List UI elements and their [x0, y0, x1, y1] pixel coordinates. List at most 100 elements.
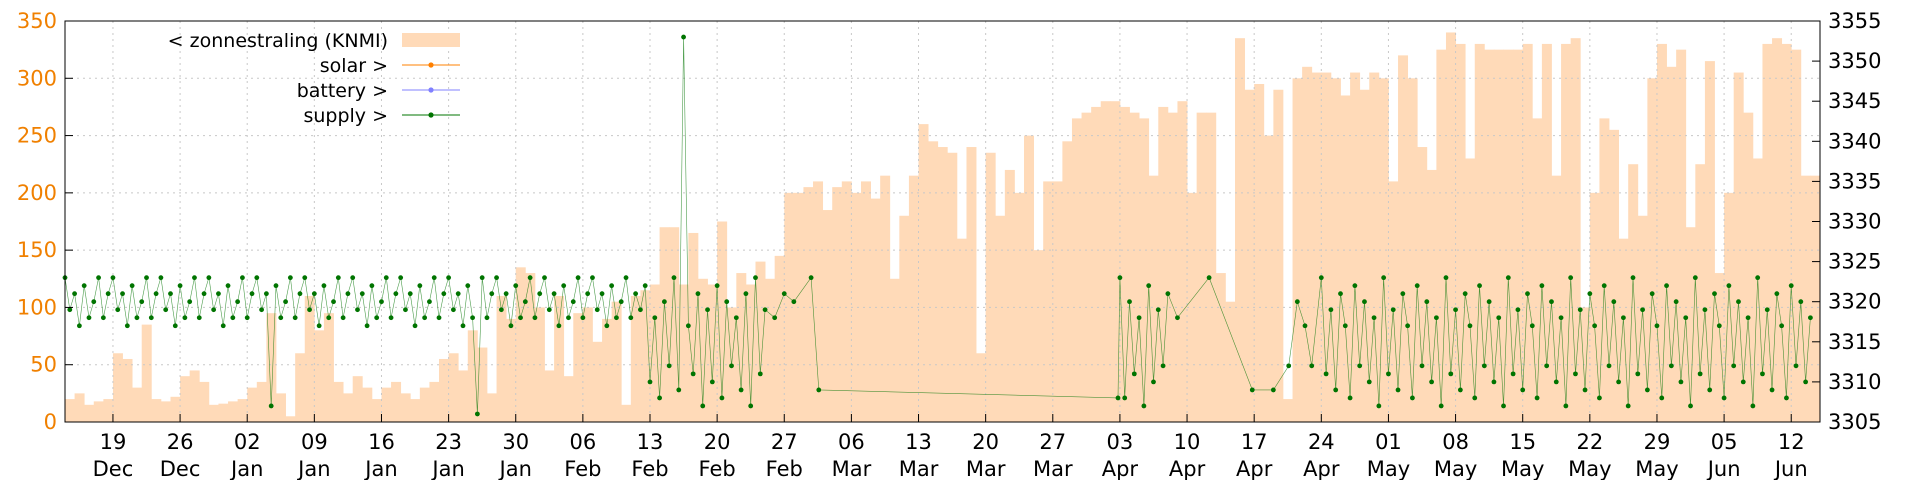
- area-step: [832, 187, 843, 422]
- area-step: [697, 278, 708, 422]
- area-step: [419, 387, 430, 422]
- area-step: [247, 387, 258, 422]
- area-step: [391, 381, 402, 422]
- data-point: [129, 283, 135, 289]
- area-step: [132, 387, 143, 422]
- data-point: [407, 291, 413, 297]
- area-step: [784, 192, 795, 422]
- data-point: [321, 283, 327, 289]
- y-tick-label: 100: [17, 295, 57, 319]
- area-step: [1273, 89, 1284, 422]
- area-step: [112, 353, 123, 422]
- data-point: [546, 307, 552, 313]
- data-point: [551, 291, 557, 297]
- x-tick-label-line: Mar: [1033, 457, 1073, 480]
- data-point: [1721, 395, 1727, 401]
- data-point: [1769, 387, 1775, 393]
- y2-tick-label: 3335: [1828, 169, 1881, 193]
- data-point: [757, 371, 763, 377]
- data-point: [100, 315, 106, 321]
- data-point: [359, 291, 365, 297]
- data-point: [1601, 283, 1607, 289]
- area-step: [1781, 43, 1792, 423]
- area-step: [755, 261, 766, 422]
- data-point: [1486, 299, 1492, 305]
- data-point: [532, 315, 538, 321]
- data-point: [724, 299, 730, 305]
- data-point: [249, 291, 255, 297]
- legend-label: battery >: [297, 80, 388, 102]
- x-tick-label-line: Feb: [564, 457, 601, 480]
- area-step: [1119, 106, 1130, 422]
- data-point: [1122, 395, 1128, 401]
- y2-tick-label: 3315: [1828, 330, 1881, 354]
- area-step: [256, 381, 267, 422]
- data-point: [1731, 363, 1737, 369]
- area-step: [822, 210, 833, 422]
- data-point: [1433, 315, 1439, 321]
- data-point: [326, 315, 332, 321]
- data-point: [623, 275, 629, 281]
- data-point: [609, 283, 615, 289]
- area-step: [515, 267, 526, 422]
- data-point: [714, 283, 720, 289]
- data-point: [225, 283, 231, 289]
- area-step: [410, 399, 421, 422]
- data-point: [1692, 275, 1698, 281]
- data-point: [72, 291, 77, 297]
- area-step: [707, 284, 718, 422]
- data-point: [1491, 379, 1497, 385]
- area-step: [295, 353, 306, 422]
- data-point: [719, 395, 725, 401]
- data-layer: [62, 34, 1813, 417]
- x-tick-label: 12 Jun: [1773, 430, 1808, 480]
- area-step: [650, 284, 660, 422]
- y2-tick-label: 3340: [1828, 129, 1881, 153]
- x-tick-label: 06 Mar: [832, 430, 872, 480]
- legend-label: < zonnestraling (KNMI): [168, 30, 388, 52]
- axes-layer: 0501001502002503003503305331033153320332…: [17, 9, 1882, 480]
- data-point: [345, 291, 351, 297]
- data-point: [1520, 387, 1526, 393]
- x-tick-label-line: Dec: [160, 457, 201, 480]
- data-point: [1457, 387, 1463, 393]
- area-step: [1666, 66, 1677, 422]
- x-tick-label-line: 30: [502, 430, 529, 454]
- area-step: [160, 401, 171, 422]
- area-step: [506, 318, 517, 422]
- x-tick-label-line: 01: [1375, 430, 1402, 454]
- data-point: [1592, 323, 1598, 329]
- data-point: [268, 403, 274, 409]
- x-tick-label-line: 24: [1308, 430, 1335, 454]
- data-point: [1249, 387, 1255, 393]
- legend-marker: [428, 62, 434, 68]
- area-step: [1254, 84, 1265, 422]
- data-point: [498, 307, 504, 313]
- area-step: [745, 284, 756, 422]
- x-tick-label-line: 20: [704, 430, 731, 454]
- area-step: [400, 393, 411, 422]
- area-step: [1474, 43, 1485, 423]
- data-point: [738, 387, 744, 393]
- data-point: [1318, 275, 1324, 281]
- area-step: [1676, 49, 1687, 423]
- x-tick-label-line: Dec: [93, 457, 134, 480]
- area-step: [841, 181, 852, 422]
- area-step: [985, 152, 996, 422]
- area-step: [813, 181, 824, 422]
- data-point: [1505, 275, 1511, 281]
- data-point: [1165, 291, 1171, 297]
- x-tick-label: 24 Apr: [1303, 430, 1340, 480]
- data-point: [91, 299, 97, 305]
- data-point: [96, 275, 101, 281]
- area-step: [1225, 301, 1236, 422]
- data-point: [331, 299, 336, 305]
- x-tick-label-line: 13: [905, 430, 932, 454]
- data-point: [1481, 363, 1487, 369]
- data-point: [451, 307, 456, 313]
- x-tick-label: 19 Dec: [93, 430, 134, 480]
- area-step: [1071, 118, 1082, 422]
- x-tick-label-line: Mar: [832, 457, 872, 480]
- data-point: [374, 315, 380, 321]
- area-step: [1628, 164, 1639, 422]
